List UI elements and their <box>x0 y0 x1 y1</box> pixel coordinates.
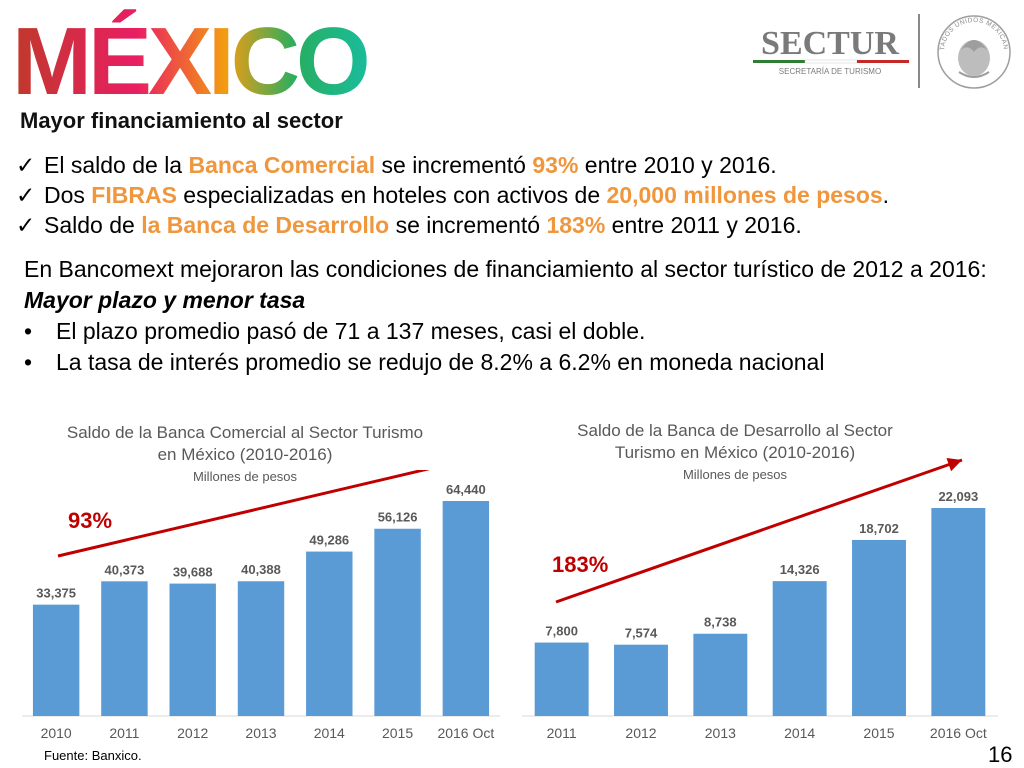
data-label: 39,688 <box>173 565 213 580</box>
chart-bar <box>535 643 589 716</box>
data-label: 40,373 <box>105 562 145 577</box>
bullet-text: entre 2010 y 2016. <box>578 152 776 178</box>
chart1-title: Saldo de la Banca Comercial al Sector Tu… <box>60 422 430 466</box>
paragraph-intro: En Bancomext mejoraron las condiciones d… <box>24 254 1014 285</box>
chart-bar <box>443 501 489 716</box>
data-label: 22,093 <box>938 489 978 504</box>
check-icon: ✓ <box>16 210 44 240</box>
source-note: Fuente: Banxico. <box>44 748 142 763</box>
x-tick-label: 2012 <box>177 725 208 741</box>
bullet-highlight: 93% <box>532 152 578 178</box>
x-tick-label: 2014 <box>784 725 815 741</box>
bullet-text: El saldo de la <box>44 152 188 178</box>
chart-bar <box>306 552 352 716</box>
chart-bar <box>33 605 79 716</box>
x-tick-label: 2015 <box>382 725 413 741</box>
national-seal-icon: ESTADOS UNIDOS MEXICANOS <box>935 10 1013 92</box>
growth-label: 93% <box>68 508 112 533</box>
mexico-logo: MÉXICO <box>8 6 368 106</box>
data-label: 7,574 <box>625 626 658 641</box>
bullet-highlight: FIBRAS <box>91 182 177 208</box>
data-label: 49,286 <box>309 533 349 548</box>
chart-bar <box>374 529 420 716</box>
data-label: 8,738 <box>704 615 737 630</box>
chart-bar <box>693 634 747 716</box>
growth-arrow-head-icon <box>946 458 962 471</box>
paragraph-item: • La tasa de interés promedio se redujo d… <box>24 347 1014 378</box>
bullet-highlight: 20,000 millones de pesos <box>607 182 883 208</box>
highlight-item: ✓ Dos FIBRAS especializadas en hoteles co… <box>16 180 1016 210</box>
banca-comercial-chart: 33,375 2010 40,373 2011 39,688 2012 40,388 2013… <box>0 470 520 750</box>
section-title: Mayor financiamiento al sector <box>20 108 343 134</box>
paragraph-item: • El plazo promedio pasó de 71 a 137 mese… <box>24 316 1014 347</box>
chart-bar <box>614 645 668 716</box>
x-tick-label: 2012 <box>625 725 656 741</box>
page-number: 16 <box>988 742 1012 768</box>
data-label: 18,702 <box>859 521 899 536</box>
x-tick-label: 2016 Oct <box>437 725 494 741</box>
x-tick-label: 2016 Oct <box>930 725 987 741</box>
bullet-text: entre 2011 y 2016. <box>605 212 802 238</box>
data-label: 33,375 <box>36 586 76 601</box>
paragraph-emphasis: Mayor plazo y menor tasa <box>24 285 1014 316</box>
bullet-text: Saldo de <box>44 212 141 238</box>
highlight-list: ✓ El saldo de la Banca Comercial se incre… <box>16 150 1016 240</box>
paragraph-item-text: La tasa de interés promedio se redujo de… <box>56 349 824 375</box>
x-tick-label: 2011 <box>547 725 577 741</box>
data-label: 56,126 <box>378 510 418 525</box>
bullet-text: Dos <box>44 182 91 208</box>
paragraph-item-text: El plazo promedio pasó de 71 a 137 meses… <box>56 318 645 344</box>
check-icon: ✓ <box>16 150 44 180</box>
sectur-logo-text: SECTUR <box>761 25 899 62</box>
bullet-highlight: 183% <box>546 212 605 238</box>
x-tick-label: 2013 <box>705 725 736 741</box>
x-tick-label: 2013 <box>245 725 276 741</box>
mexico-logo-text: MÉXICO <box>12 8 367 106</box>
bullet-highlight: la Banca de Desarrollo <box>141 212 389 238</box>
chart-bar <box>169 584 215 716</box>
header-divider <box>918 14 920 88</box>
data-label: 14,326 <box>780 562 820 577</box>
bullet-highlight: Banca Comercial <box>188 152 375 178</box>
chart-bar <box>773 581 827 716</box>
data-label: 40,388 <box>241 562 281 577</box>
bullet-text: se incrementó <box>389 212 546 238</box>
bullet-dot-icon: • <box>24 347 56 378</box>
sectur-subtitle: SECRETARÍA DE TURISMO <box>779 67 881 76</box>
data-label: 64,440 <box>446 482 486 497</box>
chart-bar <box>238 581 284 716</box>
banca-desarrollo-chart: 7,800 2011 7,574 2012 8,738 2013 14,326 2014 18,… <box>510 440 1024 750</box>
check-icon: ✓ <box>16 180 44 210</box>
bullet-text: se incrementó <box>375 152 532 178</box>
bancomext-paragraph: En Bancomext mejoraron las condiciones d… <box>24 254 1014 378</box>
bullet-text: especializadas en hoteles con activos de <box>177 182 607 208</box>
chart-bar <box>852 540 906 716</box>
x-tick-label: 2014 <box>314 725 345 741</box>
data-label: 7,800 <box>545 624 578 639</box>
bullet-text: . <box>883 182 889 208</box>
chart-bar <box>931 508 985 716</box>
bullet-dot-icon: • <box>24 316 56 347</box>
highlight-item: ✓ Saldo de la Banca de Desarrollo se incr… <box>16 210 1016 240</box>
x-tick-label: 2010 <box>41 725 72 741</box>
sectur-logo: SECTUR SECRETARÍA DE TURISMO <box>745 22 915 82</box>
x-tick-label: 2011 <box>109 725 139 741</box>
x-tick-label: 2015 <box>863 725 894 741</box>
highlight-item: ✓ El saldo de la Banca Comercial se incre… <box>16 150 1016 180</box>
growth-label: 183% <box>552 552 608 577</box>
chart-bar <box>101 581 147 716</box>
